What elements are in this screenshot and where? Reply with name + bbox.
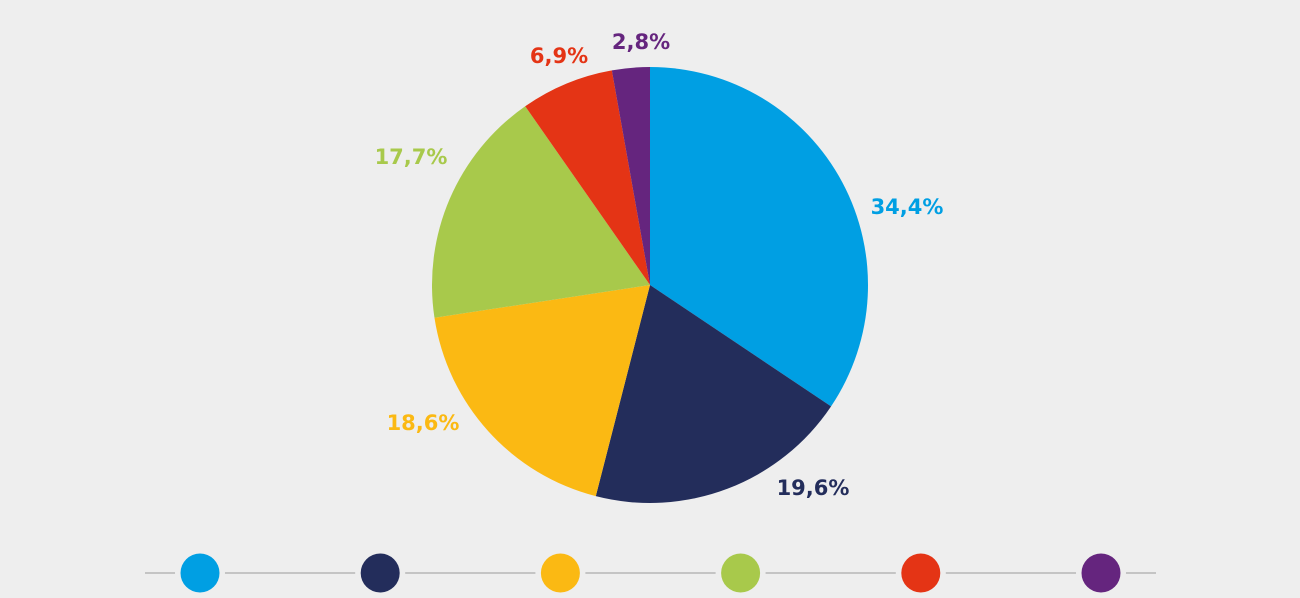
legend-marker <box>1081 553 1121 593</box>
slice-value-label: 18,6% <box>387 411 460 435</box>
pie-slice <box>431 106 650 318</box>
pie-slice <box>434 285 650 497</box>
slice-value-label: 34,4% <box>871 195 944 219</box>
legend-marker <box>360 553 400 593</box>
legend-marker <box>180 553 220 593</box>
pie-slice <box>525 70 650 285</box>
pie-slice <box>595 285 832 503</box>
legend <box>145 548 1156 598</box>
legend-marker <box>721 553 761 593</box>
legend-markers <box>175 548 1126 598</box>
slice-value-label: 6,9% <box>530 44 588 68</box>
pie-slices <box>431 67 869 503</box>
slice-value-label: 17,7% <box>375 145 448 169</box>
pie-slice <box>611 67 650 285</box>
slice-value-label: 19,6% <box>777 476 850 500</box>
pie-slice <box>650 67 869 407</box>
legend-marker <box>901 553 941 593</box>
slice-value-label: 2,8% <box>612 30 670 54</box>
pie-labels: 34,4% 19,6% 18,6% 17,7% 6,9% 2,8% <box>375 30 944 500</box>
legend-marker <box>540 553 580 593</box>
